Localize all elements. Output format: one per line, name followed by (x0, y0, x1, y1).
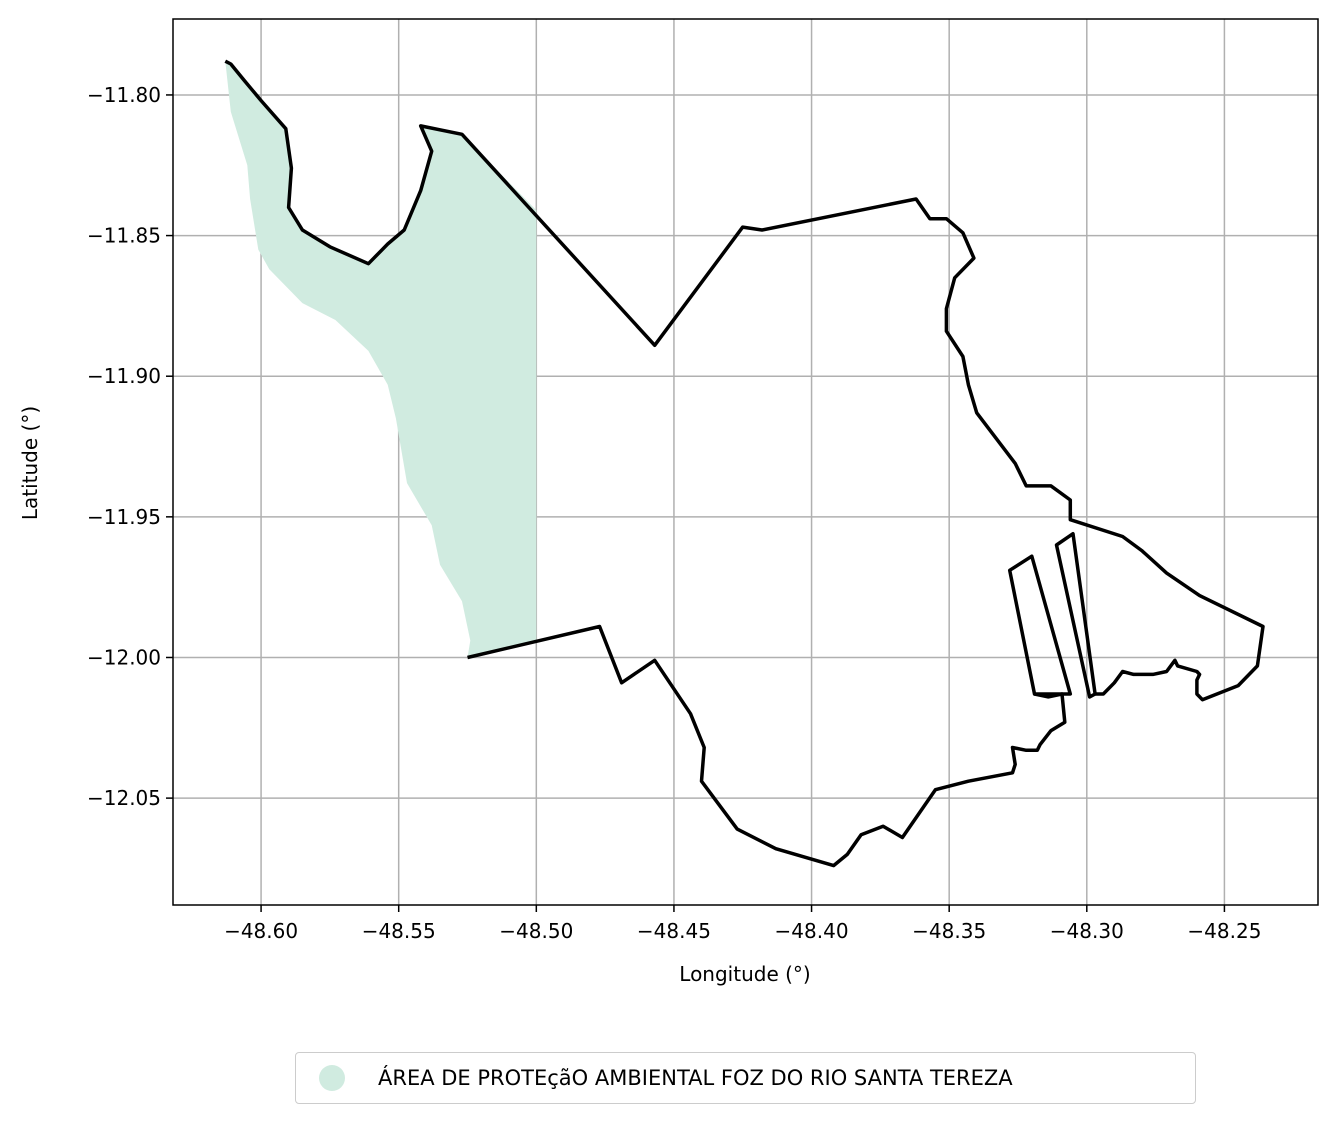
axis-ticks: −48.60 −48.55 −48.50 −48.45 −48.40 −48.35 −48.… (87, 83, 1261, 943)
boundary-outline (467, 624, 1067, 868)
y-tick-label: −11.80 (87, 83, 161, 107)
x-tick-label: −48.45 (637, 919, 711, 943)
x-tick-label: −48.50 (499, 919, 573, 943)
boundary-outline (224, 59, 1265, 702)
y-tick-label: −12.00 (87, 645, 161, 669)
grid-lines (173, 19, 1318, 905)
boundary-outline (1054, 531, 1097, 699)
plot-frame (172, 18, 1319, 906)
y-axis-label: Latitude (°) (18, 406, 42, 520)
x-axis-label: Longitude (°) (679, 962, 810, 986)
y-tick-label: −11.95 (87, 505, 161, 529)
y-tick-label: −11.90 (87, 364, 161, 388)
x-tick-label: −48.60 (224, 919, 298, 943)
x-tick-label: −48.25 (1187, 919, 1261, 943)
y-tick-label: −11.85 (87, 224, 161, 248)
legend-label: ÁREA DE PROTEçãO AMBIENTAL FOZ DO RIO SA… (378, 1066, 1013, 1090)
x-tick-label: −48.40 (775, 919, 849, 943)
map-shapes (224, 59, 1265, 868)
boundary-outline (1007, 554, 1073, 696)
y-tick-label: −12.05 (87, 786, 161, 810)
x-tick-label: −48.35 (912, 919, 986, 943)
protected-area-fill (225, 61, 537, 658)
x-tick-label: −48.55 (362, 919, 436, 943)
legend: ÁREA DE PROTEçãO AMBIENTAL FOZ DO RIO SA… (295, 1052, 1196, 1104)
x-tick-label: −48.30 (1050, 919, 1124, 943)
legend-marker (319, 1065, 345, 1091)
